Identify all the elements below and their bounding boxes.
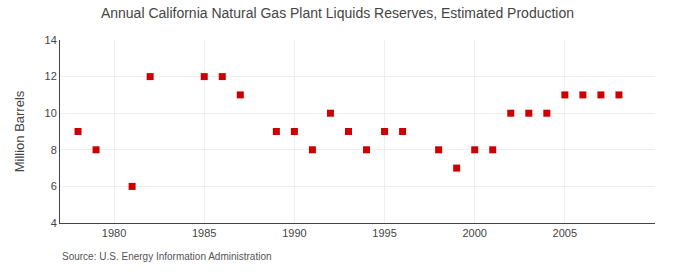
svg-text:6: 6 bbox=[51, 180, 57, 192]
svg-text:1995: 1995 bbox=[372, 227, 396, 239]
svg-text:Million Barrels: Million Barrels bbox=[12, 90, 27, 172]
svg-text:12: 12 bbox=[45, 70, 57, 82]
svg-text:1990: 1990 bbox=[282, 227, 306, 239]
svg-text:10: 10 bbox=[45, 107, 57, 119]
svg-text:2005: 2005 bbox=[553, 227, 577, 239]
svg-text:Source: U.S. Energy Informatio: Source: U.S. Energy Information Administ… bbox=[62, 251, 272, 262]
svg-text:2000: 2000 bbox=[462, 227, 486, 239]
svg-text:Annual California Natural Gas: Annual California Natural Gas Plant Liqu… bbox=[101, 5, 574, 21]
svg-text:1985: 1985 bbox=[192, 227, 216, 239]
svg-text:1980: 1980 bbox=[102, 227, 126, 239]
svg-text:14: 14 bbox=[45, 34, 57, 46]
svg-text:8: 8 bbox=[51, 144, 57, 156]
svg-text:4: 4 bbox=[51, 217, 57, 229]
